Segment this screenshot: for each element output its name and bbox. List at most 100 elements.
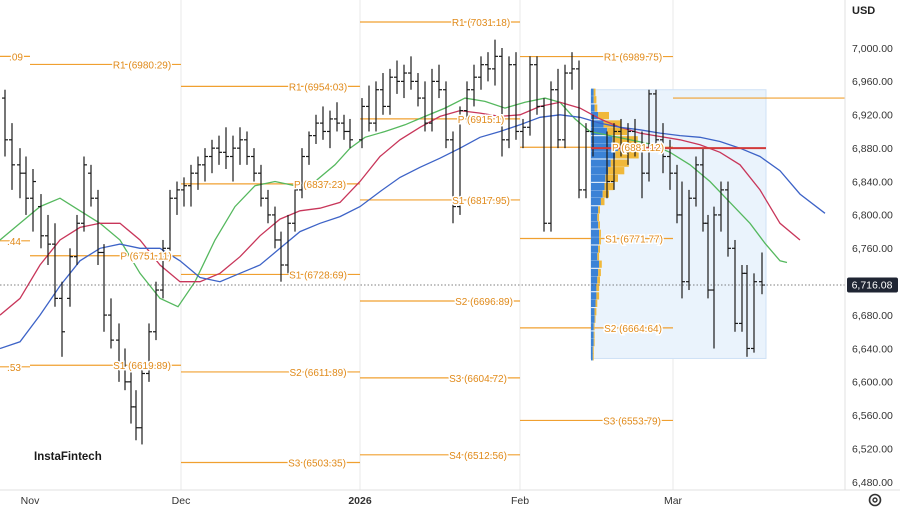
settings-gear-icon[interactable] <box>868 493 882 507</box>
pivot-label-8: S1 (6728.69) <box>289 270 347 281</box>
ohlc-bar-20 <box>139 365 145 445</box>
vp-bin-sell-27 <box>595 299 598 308</box>
vp-bin-buy-24 <box>591 276 598 284</box>
pivot-label-9: S2 (6611.89) <box>289 368 346 379</box>
ohlc-bar-10 <box>74 214 80 265</box>
pivot-label-19: S1 (6771.77) <box>605 234 663 245</box>
ohlc-bar-91 <box>646 89 652 182</box>
time-axis-ticks: Nov Dec 2026 Feb Mar <box>21 495 683 507</box>
vp-bin-sell-18 <box>599 229 601 237</box>
vp-bin-buy-15 <box>591 206 599 214</box>
price-tick-12: 6,520.00 <box>852 443 893 455</box>
vp-bin-sell-24 <box>597 276 600 284</box>
ohlc-bar-41 <box>285 214 291 274</box>
ohlc-bar-104 <box>732 239 738 332</box>
ohlc-bar-13 <box>95 189 101 265</box>
vp-bin-buy-26 <box>591 292 597 300</box>
ohlc-bar-3 <box>23 156 29 215</box>
price-axis[interactable]: 7,000.00 6,960.00 6,920.00 6,880.00 6,840.00… <box>844 0 898 490</box>
ohlc-bar-32 <box>223 127 229 170</box>
ohlc-bar-44 <box>306 131 312 165</box>
ohlc-bar-12 <box>88 164 94 207</box>
ohlc-bar-40 <box>278 231 284 282</box>
vp-bin-sell-5 <box>607 127 627 136</box>
vp-bin-sell-33 <box>592 346 594 354</box>
time-tick-dec: Dec <box>172 495 191 507</box>
vp-bin-buy-1 <box>591 96 594 104</box>
vp-bin-sell-19 <box>599 237 601 245</box>
ohlc-bar-47 <box>327 110 333 149</box>
ohlc-bar-31 <box>216 135 222 165</box>
ohlc-bar-53 <box>373 81 379 132</box>
ohlc-bar-36 <box>251 148 257 182</box>
price-tick-9: 6,640.00 <box>852 343 893 355</box>
vp-bin-sell-14 <box>600 197 605 206</box>
pivot-labels: .09 R1 (6980.29) .44 P (6751.11) .53 S1 (6619… <box>6 16 666 471</box>
vp-bin-buy-17 <box>591 221 599 229</box>
ohlc-bar-83 <box>583 123 589 199</box>
vp-bin-buy-6 <box>591 136 613 144</box>
vp-bin-sell-32 <box>593 338 595 347</box>
vp-bin-sell-16 <box>597 213 600 222</box>
ohlc-bar-68 <box>478 56 484 90</box>
vp-bin-buy-19 <box>591 237 600 245</box>
ohlc-bar-107 <box>751 273 757 353</box>
pivot-label-2: .44 <box>7 237 21 248</box>
ohlc-bar-100 <box>705 214 711 299</box>
pivot-label-4: .53 <box>7 363 21 374</box>
ohlc-bar-48 <box>334 102 340 132</box>
vp-bin-sell-20 <box>598 245 600 253</box>
ohlc-bar-8 <box>59 281 65 357</box>
vp-bin-buy-13 <box>591 190 603 198</box>
pivot-label-11: R1 (7031.18) <box>452 18 510 29</box>
ohlc-bar-55 <box>387 68 393 115</box>
ohlc-bar-38 <box>265 189 271 224</box>
ohlc-bar-42 <box>292 181 298 232</box>
vp-bin-buy-10 <box>591 167 609 175</box>
ohlc-bar-72 <box>506 56 512 149</box>
vp-bin-buy-20 <box>591 245 599 253</box>
ohlc-bar-50 <box>347 118 353 149</box>
ohlc-bar-25 <box>174 181 180 215</box>
ohlc-bar-7 <box>52 223 58 307</box>
vp-bin-sell-30 <box>593 323 595 331</box>
vp-bin-buy-33 <box>591 346 593 354</box>
pivot-label-15: S3 (6604.72) <box>449 374 507 385</box>
pivot-label-20: S2 (6664.64) <box>604 324 662 335</box>
ohlc-bar-29 <box>202 148 208 182</box>
ohlc-bar-60 <box>422 81 428 132</box>
vp-bin-buy-21 <box>591 253 598 261</box>
ohlc-bar-75 <box>527 56 533 136</box>
vp-bin-buy-29 <box>591 315 595 323</box>
ohlc-bar-80 <box>562 64 568 149</box>
ohlc-bar-33 <box>230 135 236 182</box>
ohlc-bar-57 <box>401 64 407 99</box>
vp-bin-buy-9 <box>591 159 611 167</box>
vp-bin-buy-14 <box>591 197 601 206</box>
ohlc-bar-28 <box>195 156 201 190</box>
vp-bin-buy-8 <box>591 151 616 159</box>
price-tick-11: 6,560.00 <box>852 410 893 422</box>
vp-bin-buy-18 <box>591 229 600 237</box>
moving-average-slow <box>0 114 826 350</box>
time-tick-nov: Nov <box>21 495 40 507</box>
ohlc-bar-37 <box>258 164 264 207</box>
ohlc-bar-43 <box>299 148 305 199</box>
ohlc-bar-96 <box>679 181 685 299</box>
ohlc-bar-5 <box>38 194 44 249</box>
time-axis[interactable]: Nov Dec 2026 Feb Mar <box>0 489 900 507</box>
ohlc-bar-27 <box>188 164 194 207</box>
ohlc-bar-26 <box>181 177 187 207</box>
currency-label[interactable]: USD <box>852 5 875 17</box>
vp-bin-sell-3 <box>598 111 609 120</box>
ohlc-bar-45 <box>313 114 319 144</box>
ohlc-bar-102 <box>718 181 724 232</box>
ohlc-bar-61 <box>429 68 435 132</box>
vp-bin-sell-28 <box>594 308 597 316</box>
ohlc-bar-78 <box>548 81 554 232</box>
ohlc-bar-22 <box>153 281 159 341</box>
ohlc-bar-23 <box>160 239 166 299</box>
vp-bin-buy-34 <box>591 353 593 361</box>
